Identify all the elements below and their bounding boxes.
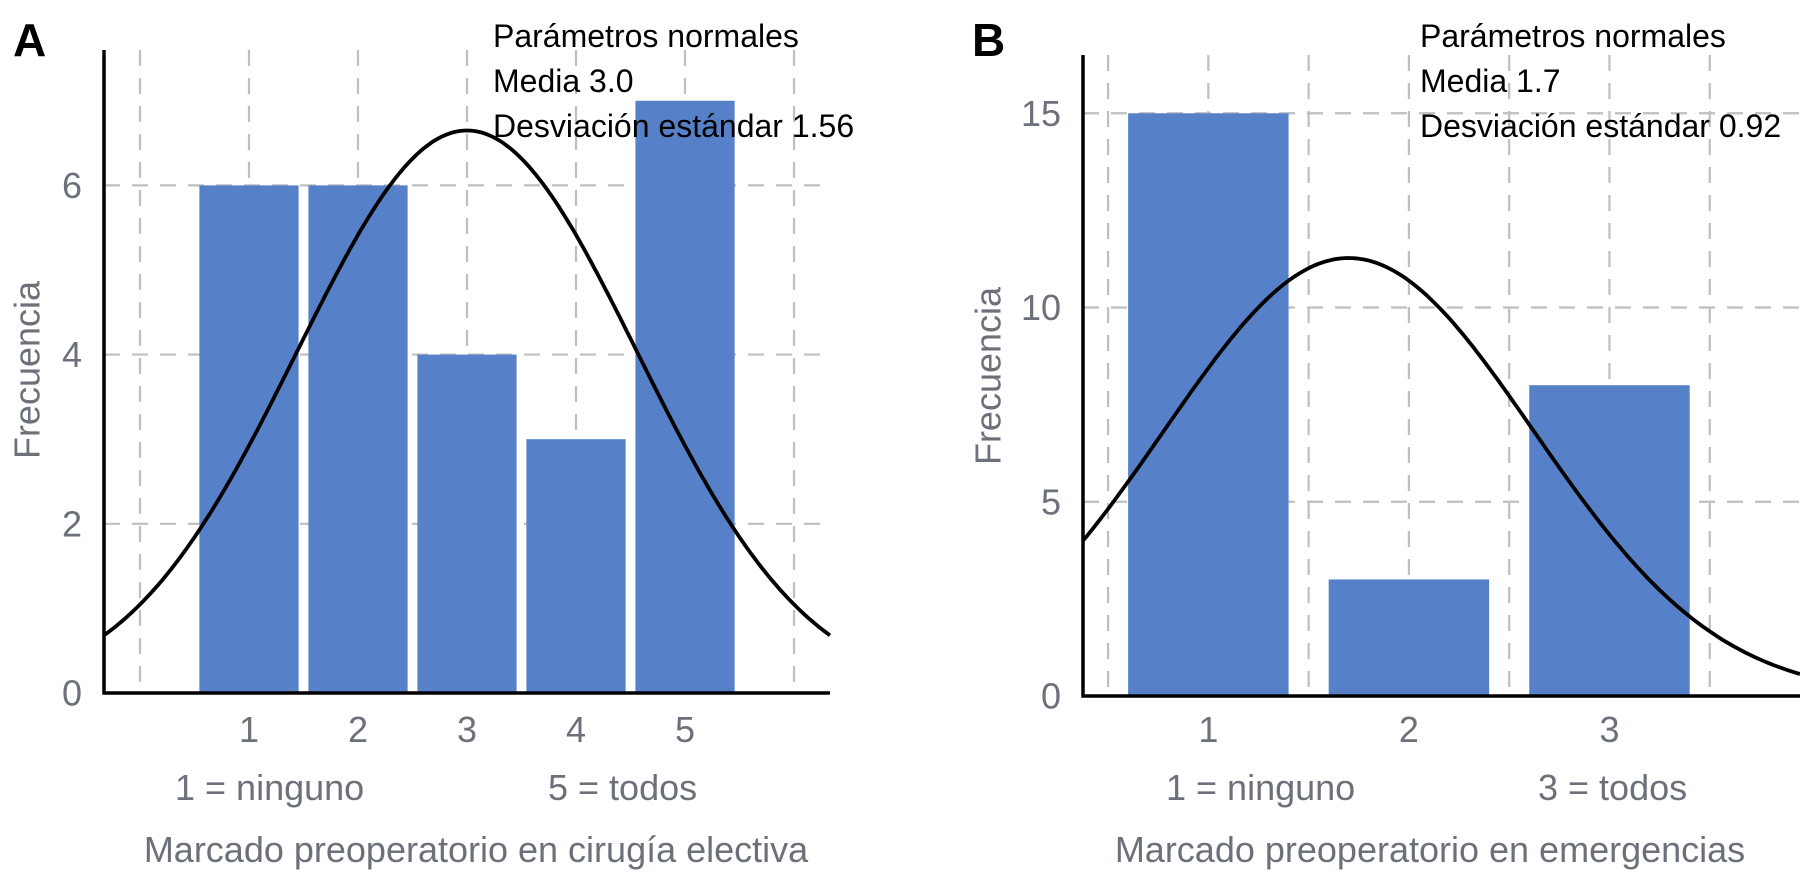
y-tick-label: 5 xyxy=(1041,481,1061,522)
axes-a xyxy=(102,50,830,695)
y-tick-label: 10 xyxy=(1021,287,1061,328)
bar-a-2 xyxy=(308,185,408,694)
x-ticks-a: 1 2 3 4 5 xyxy=(239,709,695,750)
scale-note-min-a: 1 = ninguno xyxy=(175,767,364,808)
scale-note-max-b: 3 = todos xyxy=(1538,767,1687,808)
x-tick-label: 2 xyxy=(1399,709,1419,750)
y-ticks-b: 0 5 10 15 xyxy=(1021,93,1061,717)
scale-note-max-a: 5 = todos xyxy=(548,767,697,808)
bar-a-3 xyxy=(417,354,517,693)
y-tick-label: 0 xyxy=(1041,676,1061,717)
x-tick-label: 5 xyxy=(675,709,695,750)
bar-a-5 xyxy=(635,100,735,693)
bar-a-4 xyxy=(526,439,626,693)
axes-b xyxy=(1081,55,1800,698)
x-axis-title-a: Marcado preoperatorio en cirugía electiv… xyxy=(144,829,809,870)
bars-b xyxy=(1128,113,1690,697)
x-tick-label: 3 xyxy=(457,709,477,750)
normal-params-sd-b: Desviación estándar 0.92 xyxy=(1420,108,1781,144)
y-tick-label: 4 xyxy=(62,334,82,375)
y-axis-title-a: Frecuencia xyxy=(7,280,48,459)
normal-params-mean-a: Media 3.0 xyxy=(493,63,634,99)
normal-params-title-a: Parámetros normales xyxy=(493,18,799,54)
x-tick-label: 1 xyxy=(1198,709,1218,750)
panel-b: B 0 5 10 15 1 2 3 Frecuencia 1 = ninguno 3 = … xyxy=(968,14,1800,870)
y-tick-label: 15 xyxy=(1021,93,1061,134)
x-axis-title-b: Marcado preoperatorio en emergencias xyxy=(1115,829,1745,870)
bar-b-2 xyxy=(1328,579,1490,696)
x-ticks-b: 1 2 3 xyxy=(1198,709,1619,750)
bars-a xyxy=(199,100,735,694)
x-tick-label: 2 xyxy=(348,709,368,750)
normal-params-sd-a: Desviación estándar 1.56 xyxy=(493,108,854,144)
panel-label-a: A xyxy=(13,14,46,66)
y-tick-label: 0 xyxy=(62,673,82,714)
x-tick-label: 4 xyxy=(566,709,586,750)
x-tick-label: 1 xyxy=(239,709,259,750)
normal-curve-b xyxy=(1081,256,1800,676)
y-tick-label: 2 xyxy=(62,503,82,544)
normal-curve-a xyxy=(102,128,832,637)
bar-a-1 xyxy=(199,185,299,694)
y-ticks-a: 0 2 4 6 xyxy=(62,165,82,714)
x-tick-label: 3 xyxy=(1599,709,1619,750)
panel-a: A 0 2 4 6 1 2 3 4 5 Frecuencia 1 = ninguno 5 = … xyxy=(7,14,855,870)
panel-label-b: B xyxy=(972,14,1005,66)
bar-b-3 xyxy=(1529,385,1690,696)
bar-b-1 xyxy=(1128,113,1289,697)
scale-note-min-b: 1 = ninguno xyxy=(1166,767,1355,808)
normal-params-title-b: Parámetros normales xyxy=(1420,18,1726,54)
y-tick-label: 6 xyxy=(62,165,82,206)
normal-params-mean-b: Media 1.7 xyxy=(1420,63,1561,99)
y-axis-title-b: Frecuencia xyxy=(968,286,1009,465)
